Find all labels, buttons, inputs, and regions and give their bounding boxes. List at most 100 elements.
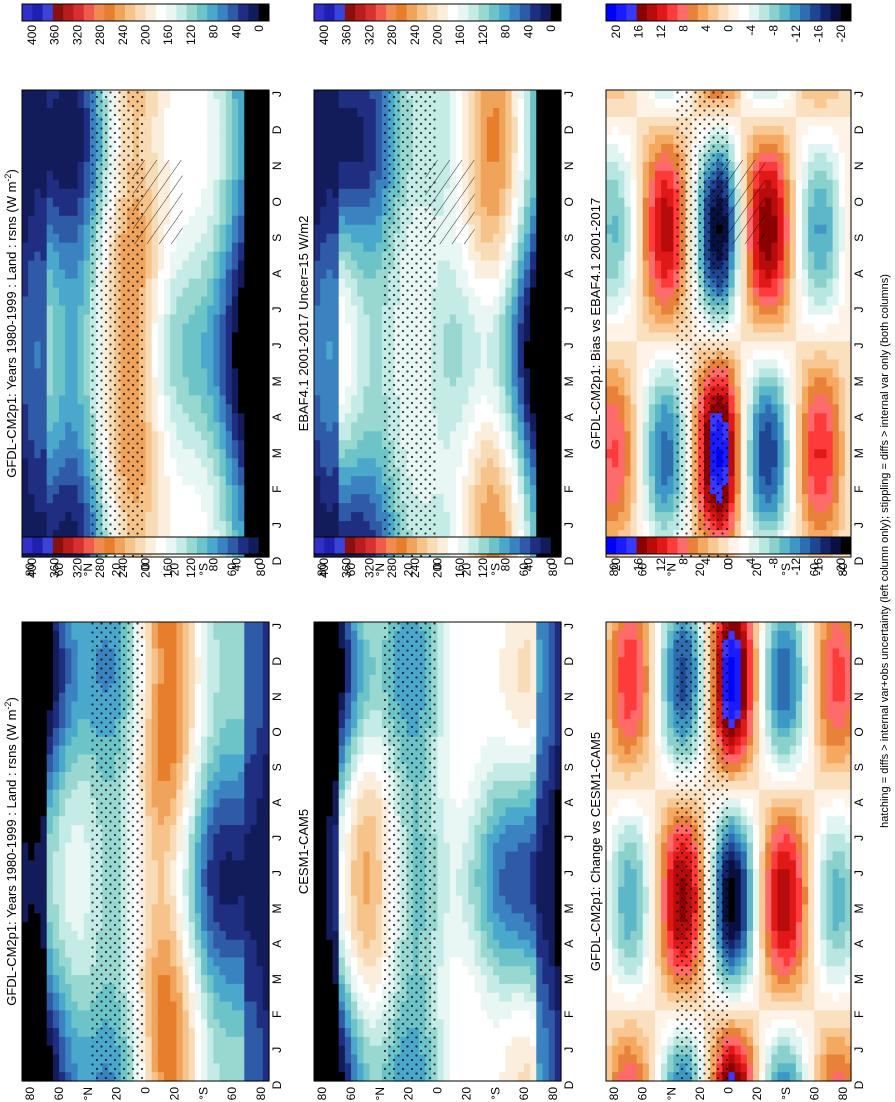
heatmap-cell xyxy=(157,431,165,441)
heatmap-cell xyxy=(71,886,79,897)
heatmap-cell xyxy=(28,745,35,756)
heatmap-cell xyxy=(71,1010,79,1020)
heatmap-cell xyxy=(201,842,208,853)
heatmap-cell xyxy=(59,895,66,906)
heatmap-cell xyxy=(164,98,171,109)
heatmap-cell xyxy=(250,1045,258,1056)
heatmap-cell xyxy=(314,134,321,145)
heatmap-cell xyxy=(219,798,227,808)
heatmap-cell xyxy=(151,701,159,711)
latitude-tick-label: 80 xyxy=(254,563,268,577)
heatmap-cell xyxy=(28,431,35,441)
heatmap-cell xyxy=(83,842,91,853)
heatmap-cell xyxy=(201,957,208,967)
colorbar-swatch xyxy=(22,537,33,554)
heatmap-cell xyxy=(262,957,270,967)
heatmap-cell xyxy=(22,754,29,764)
heatmap-cell xyxy=(83,260,91,271)
heatmap-cell xyxy=(83,1019,91,1029)
heatmap-cell xyxy=(219,701,227,711)
heatmap-cell xyxy=(170,530,177,540)
heatmap-cell xyxy=(332,224,340,235)
heatmap-cell xyxy=(157,877,165,888)
heatmap-cell xyxy=(40,485,48,495)
heatmap-cell xyxy=(201,116,208,127)
heatmap-cell xyxy=(213,1010,221,1020)
heatmap-cell xyxy=(71,494,79,504)
heatmap-cell xyxy=(262,125,270,136)
heatmap-cell xyxy=(213,314,221,325)
heatmap-cell xyxy=(194,134,202,145)
heatmap-cell xyxy=(244,431,252,441)
heatmap-cell xyxy=(207,789,215,800)
heatmap-cell xyxy=(225,350,233,361)
heatmap-cell xyxy=(65,1010,72,1020)
heatmap-cell xyxy=(250,458,258,468)
heatmap-cell xyxy=(256,233,264,244)
heatmap-cell xyxy=(256,886,264,897)
heatmap-cell xyxy=(176,1054,184,1064)
heatmap-cell xyxy=(77,269,85,280)
heatmap-cell xyxy=(225,278,233,289)
heatmap-cell xyxy=(250,98,258,109)
heatmap-cell xyxy=(194,948,202,959)
heatmap-cell xyxy=(201,1045,208,1056)
heatmap-cell xyxy=(77,458,85,468)
heatmap-cell xyxy=(34,816,42,826)
heatmap-cell xyxy=(151,798,159,808)
heatmap-cell xyxy=(40,763,48,773)
heatmap-cell xyxy=(231,807,239,817)
heatmap-cell xyxy=(157,251,165,262)
heatmap-cell xyxy=(71,125,79,136)
heatmap-cell xyxy=(188,179,196,190)
heatmap-cell xyxy=(238,1019,245,1029)
heatmap-cell xyxy=(28,692,35,703)
heatmap-cell xyxy=(22,494,29,504)
heatmap-cell xyxy=(256,467,264,477)
heatmap-cell xyxy=(262,948,270,959)
heatmap-cell xyxy=(164,772,171,782)
heatmap-cell xyxy=(262,719,270,729)
heatmap-cell xyxy=(22,966,29,976)
heatmap-cell xyxy=(151,341,159,352)
heatmap-cell xyxy=(231,939,239,950)
heatmap-cell xyxy=(34,143,42,154)
heatmap-cell xyxy=(244,869,252,879)
heatmap-cell xyxy=(22,736,29,747)
heatmap-cell xyxy=(262,754,270,764)
heatmap-cell xyxy=(77,359,85,369)
heatmap-cell xyxy=(52,206,60,217)
heatmap-cell xyxy=(351,503,358,513)
heatmap-cell xyxy=(238,657,245,667)
heatmap-cell xyxy=(244,957,252,967)
heatmap-cell xyxy=(176,851,184,861)
heatmap-cell xyxy=(332,359,340,369)
heatmap-cell xyxy=(65,719,72,729)
heatmap-cell xyxy=(244,341,252,352)
heatmap-cell xyxy=(256,368,264,378)
heatmap-cell xyxy=(344,350,352,361)
heatmap-cell xyxy=(326,116,334,127)
heatmap-cell xyxy=(182,895,190,906)
heatmap-cell xyxy=(182,530,190,540)
heatmap-cell xyxy=(363,206,371,217)
heatmap-cell xyxy=(65,754,72,764)
heatmap-cell xyxy=(320,242,327,253)
heatmap-cell xyxy=(59,780,66,791)
heatmap-cell xyxy=(326,90,334,100)
heatmap-cell xyxy=(157,269,165,280)
heatmap-cell xyxy=(34,188,42,199)
heatmap-cell xyxy=(250,467,258,477)
heatmap-cell xyxy=(250,948,258,959)
heatmap-cell xyxy=(194,350,202,361)
heatmap-cell xyxy=(59,772,66,782)
heatmap-cell xyxy=(363,431,371,441)
heatmap-cell xyxy=(344,233,352,244)
heatmap-cell xyxy=(40,710,48,720)
heatmap-cell xyxy=(52,772,60,782)
heatmap-cell xyxy=(244,1036,252,1047)
heatmap-cell xyxy=(375,404,383,414)
heatmap-cell xyxy=(244,1019,252,1029)
heatmap-cell xyxy=(157,825,165,835)
heatmap-cell xyxy=(238,494,245,504)
